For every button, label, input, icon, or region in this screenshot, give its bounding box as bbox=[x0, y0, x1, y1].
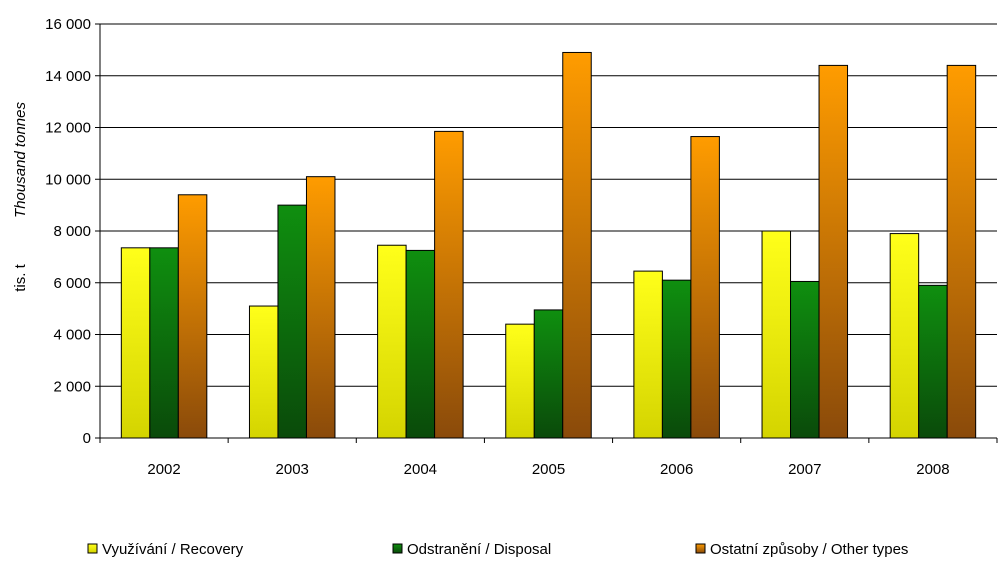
y-axis-title: tis. t bbox=[12, 263, 29, 291]
legend-swatch bbox=[87, 543, 98, 554]
legend: Využívání / Recovery Odstranění / Disposa… bbox=[87, 541, 908, 558]
bar-2003-series-1 bbox=[248, 305, 279, 439]
y-tick-label: 8 000 bbox=[53, 223, 91, 240]
bar-2008-series-2 bbox=[918, 284, 948, 439]
y-axis-subtitle: Thousand tonnes bbox=[12, 102, 29, 218]
y-tick-label: 16 000 bbox=[45, 16, 91, 33]
bar-2005-series-2 bbox=[533, 309, 564, 439]
bar-2005-series-1 bbox=[505, 323, 535, 439]
y-tick-labels: 0 2 000 4 000 6 000 8 000 10 000 12 000 14 000 1… bbox=[45, 16, 91, 447]
bar-2006-series-2 bbox=[661, 279, 692, 439]
bar-2006-series-3 bbox=[690, 136, 720, 439]
legend-item: Odstranění / Disposal bbox=[392, 541, 551, 558]
y-tick-label: 4 000 bbox=[53, 327, 91, 344]
bar-2005-series-3 bbox=[562, 51, 592, 439]
bars bbox=[120, 51, 977, 439]
y-tick-label: 10 000 bbox=[45, 171, 91, 188]
legend-swatch bbox=[392, 543, 403, 554]
x-tick-label: 2002 bbox=[147, 461, 180, 478]
legend-label: Ostatní způsoby / Other types bbox=[710, 541, 908, 558]
legend-item: Ostatní způsoby / Other types bbox=[695, 541, 908, 558]
bar-2008-series-1 bbox=[889, 233, 920, 439]
bar-2007-series-1 bbox=[761, 230, 792, 439]
bar-2004-series-1 bbox=[377, 244, 407, 439]
x-tick-label: 2008 bbox=[916, 461, 949, 478]
x-tick-label: 2005 bbox=[532, 461, 565, 478]
x-tick-label: 2004 bbox=[404, 461, 437, 478]
bar-2002-series-2 bbox=[149, 247, 179, 439]
bar-2007-series-3 bbox=[818, 64, 849, 439]
bar-2002-series-1 bbox=[120, 247, 151, 439]
x-tick-labels: 2002 2003 2004 2005 2006 2007 2008 bbox=[147, 461, 949, 478]
y-tick-label: 2 000 bbox=[53, 378, 91, 395]
bar-2006-series-1 bbox=[633, 270, 663, 439]
bar-2004-series-2 bbox=[405, 249, 436, 439]
legend-swatch bbox=[695, 543, 706, 554]
bar-2008-series-3 bbox=[946, 64, 977, 439]
x-tick-label: 2006 bbox=[660, 461, 693, 478]
y-tick-label: 12 000 bbox=[45, 120, 91, 137]
bar-2002-series-3 bbox=[177, 194, 208, 439]
legend-label: Využívání / Recovery bbox=[102, 541, 244, 558]
y-tick-label: 14 000 bbox=[45, 68, 91, 85]
x-tick-label: 2007 bbox=[788, 461, 821, 478]
bar-2007-series-2 bbox=[790, 280, 820, 439]
bar-2003-series-3 bbox=[305, 176, 336, 439]
bar-2004-series-3 bbox=[434, 130, 464, 439]
legend-label: Odstranění / Disposal bbox=[407, 541, 551, 558]
legend-item: Využívání / Recovery bbox=[87, 541, 244, 558]
x-tick-label: 2003 bbox=[276, 461, 309, 478]
bar-2003-series-2 bbox=[277, 204, 307, 439]
y-tick-label: 0 bbox=[83, 430, 91, 447]
y-tick-label: 6 000 bbox=[53, 275, 91, 292]
axes bbox=[95, 23, 998, 443]
